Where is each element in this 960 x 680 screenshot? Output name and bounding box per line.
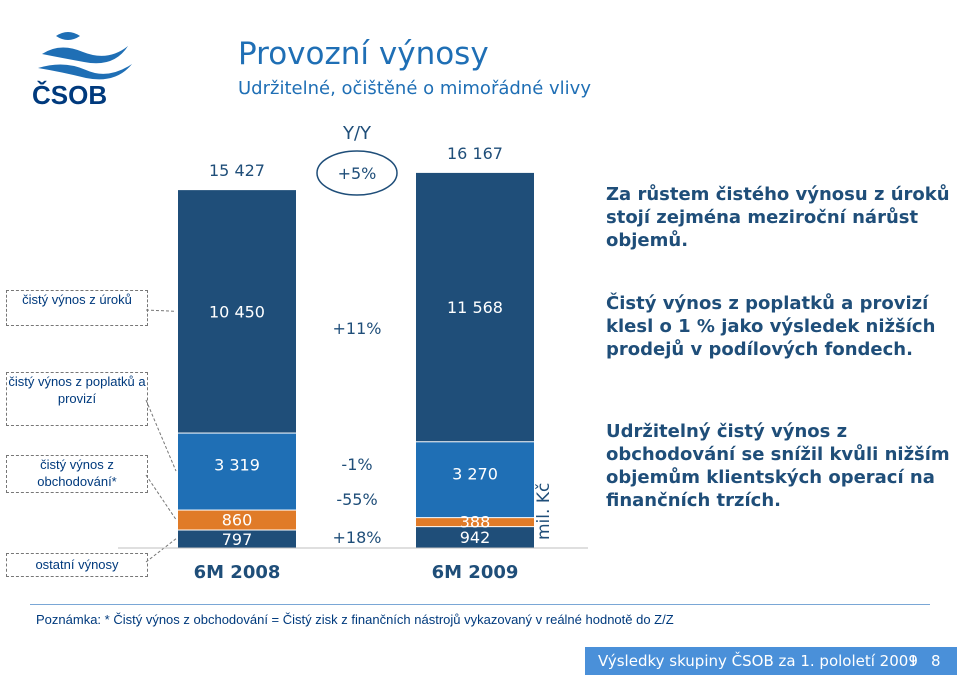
connector-uroky xyxy=(145,309,177,312)
footer-title: Výsledky skupiny ČSOB za 1. pololetí 200… xyxy=(598,652,918,670)
yy-ostatni: +18% xyxy=(333,528,382,547)
label-ostatni-1: 797 xyxy=(222,530,253,549)
commentary-paragraph-1: Za růstem čistého výnosu z úroků stojí z… xyxy=(606,184,950,251)
bar-poplatky-1 xyxy=(178,432,296,510)
label-ostatni-2: 942 xyxy=(460,528,491,547)
yy-total: +5% xyxy=(338,164,377,183)
footnote: Poznámka: * Čistý výnos z obchodování = … xyxy=(36,612,674,627)
label-obchodovani-2: 388 xyxy=(460,513,491,532)
logo-text: ČSOB xyxy=(32,80,107,108)
category-label-1: 6M 2008 xyxy=(194,562,281,583)
legend-poplatky: čistý výnos z poplatků a provizí xyxy=(6,372,148,426)
connector-poplatky xyxy=(145,399,177,472)
bar-gap-ostatni-2 xyxy=(416,525,534,528)
page-title: Provozní výnosy xyxy=(238,36,489,72)
label-uroky-1: 10 450 xyxy=(209,302,265,321)
connector-obchodovani xyxy=(145,474,177,520)
label-poplatky-1: 3 319 xyxy=(214,456,260,475)
yy-obchodovani: -55% xyxy=(336,490,377,509)
commentary-paragraph-3: Udržitelný čistý výnos z obchodování se … xyxy=(606,421,950,511)
bar-obchodovani-1 xyxy=(178,509,296,530)
label-poplatky-2: 3 270 xyxy=(452,464,498,483)
legend-connectors xyxy=(145,309,177,563)
commentary-paragraph-2: Čistý výnos z poplatků a provizí klesl o… xyxy=(606,293,936,360)
footer-bar xyxy=(585,647,957,675)
page-number: 8 xyxy=(931,652,941,670)
yy-total-ellipse xyxy=(316,150,398,196)
footer-separator: I xyxy=(911,652,916,670)
bar-uroky-2 xyxy=(416,172,534,442)
bar-ostatni-1 xyxy=(178,529,296,548)
category-label-2: 6M 2009 xyxy=(432,562,519,583)
unit-label: mil. Kč xyxy=(534,483,554,540)
page-subtitle: Udržitelné, očištěné o mimořádné vlivy xyxy=(238,78,591,99)
label-uroky-2: 11 568 xyxy=(447,298,503,317)
label-obchodovani-1: 860 xyxy=(222,511,253,530)
yy-uroky: +11% xyxy=(333,319,382,338)
connector-ostatni xyxy=(145,538,177,563)
legend-uroky: čistý výnos z úroků xyxy=(6,290,148,326)
legend-obchodovani: čistý výnos z obchodování* xyxy=(6,455,148,493)
legend-ostatni: ostatní výnosy xyxy=(6,553,148,577)
yy-header: Y/Y xyxy=(342,123,372,144)
bar-poplatky-2 xyxy=(416,441,534,518)
csob-logo: ČSOB xyxy=(32,32,132,108)
total-label-1: 15 427 xyxy=(209,161,265,180)
bar-obchodovani-2 xyxy=(416,517,534,527)
csob-wave-icon xyxy=(38,32,132,80)
yy-poplatky: -1% xyxy=(341,455,372,474)
footer: Výsledky skupiny ČSOB za 1. pololetí 200… xyxy=(0,647,960,677)
total-label-2: 16 167 xyxy=(447,144,503,163)
bar-uroky-1 xyxy=(178,190,296,433)
bar-ostatni-2 xyxy=(416,526,534,548)
note-divider xyxy=(30,604,930,605)
